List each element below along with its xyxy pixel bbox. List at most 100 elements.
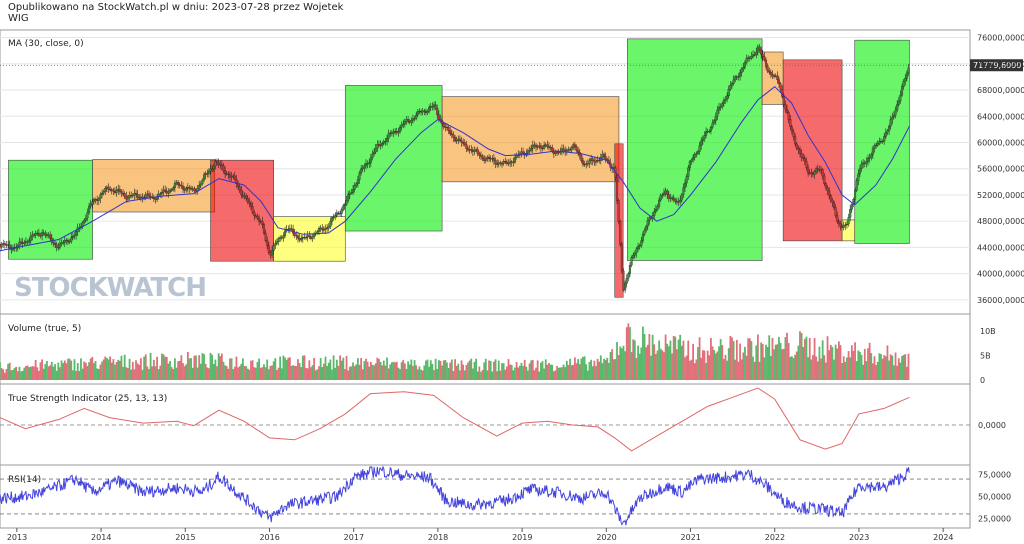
volume-bar	[374, 363, 377, 380]
candle-up	[316, 231, 319, 234]
candle-up	[873, 145, 876, 149]
volume-bar	[624, 351, 627, 380]
volume-bar	[340, 360, 343, 380]
candle-down	[326, 227, 329, 229]
candle-up	[342, 205, 345, 210]
candle-up	[327, 226, 330, 229]
candle-up	[844, 224, 847, 226]
volume-bar	[627, 323, 630, 380]
volume-bar	[280, 368, 283, 380]
candle-up	[473, 149, 476, 152]
candle-up	[91, 201, 94, 205]
volume-bar	[177, 361, 180, 380]
volume-bar	[567, 364, 570, 380]
volume-bar	[107, 359, 110, 380]
volume-bar	[572, 364, 575, 380]
volume-bar	[143, 356, 146, 380]
volume-bar	[776, 344, 779, 380]
volume-bar	[518, 365, 521, 380]
candle-up	[374, 148, 377, 153]
candle-up	[635, 248, 638, 254]
volume-bar	[881, 358, 884, 380]
candle-up	[653, 211, 656, 216]
candle-down	[308, 235, 311, 237]
volume-bar	[305, 367, 307, 380]
candle-up	[332, 217, 335, 219]
volume-bar	[812, 355, 814, 380]
candle-up	[654, 209, 657, 212]
candle-up	[507, 163, 510, 165]
candle-up	[878, 141, 881, 144]
volume-bar	[115, 362, 118, 380]
volume-bar	[603, 358, 605, 380]
candle-down	[164, 189, 167, 192]
volume-bar	[65, 363, 68, 380]
candle-down	[666, 190, 669, 195]
candle-up	[57, 247, 60, 249]
tsi-line	[0, 387, 970, 452]
volume-bar	[710, 338, 712, 380]
candle-down	[450, 133, 453, 135]
volume-bar	[716, 351, 719, 380]
volume-bar	[10, 370, 13, 380]
candle-down	[797, 148, 800, 150]
volume-bar	[648, 334, 651, 380]
candle-down	[504, 161, 507, 163]
volume-bar	[459, 370, 461, 380]
volume-bar	[450, 359, 453, 380]
candle-up	[305, 237, 308, 239]
volume-bar	[28, 367, 31, 380]
candle-up	[512, 161, 515, 163]
candle-up	[41, 232, 44, 237]
candle-up	[160, 192, 163, 194]
volume-bar	[224, 365, 227, 380]
candle-down	[763, 56, 766, 61]
volume-bar	[316, 369, 319, 380]
candle-up	[209, 168, 212, 172]
candle-down	[541, 147, 544, 150]
candle-up	[381, 143, 384, 146]
candle-up	[400, 124, 403, 128]
volume-bar	[55, 370, 58, 380]
volume-bar	[334, 367, 337, 380]
candle-down	[816, 168, 819, 170]
volume-bar	[59, 367, 61, 380]
volume-bar	[26, 365, 29, 380]
volume-bar	[420, 369, 422, 380]
candle-up	[703, 135, 706, 140]
candle-down	[488, 156, 491, 159]
volume-bar	[841, 363, 844, 380]
rsi-tick-label: 50,0000	[978, 493, 1011, 502]
candle-up	[687, 167, 690, 177]
volume-bar	[672, 335, 675, 380]
candle-up	[719, 106, 722, 108]
volume-bar	[781, 349, 784, 380]
candle-down	[784, 104, 787, 110]
volume-bar	[211, 354, 214, 380]
candle-up	[348, 192, 351, 195]
candle-down	[674, 199, 677, 202]
volume-bar	[467, 362, 469, 380]
volume-bar	[760, 342, 763, 380]
volume-bar	[612, 359, 615, 380]
candle-up	[705, 131, 708, 136]
candle-up	[899, 94, 902, 102]
volume-bar	[867, 348, 869, 380]
volume-bar	[645, 347, 648, 380]
volume-bar	[446, 362, 448, 380]
price-tick-label: 76000,0000	[977, 34, 1024, 43]
volume-bar	[382, 360, 385, 380]
volume-bar	[539, 362, 542, 380]
volume-bar	[170, 367, 173, 380]
candle-down	[3, 243, 6, 246]
candle-up	[755, 51, 758, 56]
volume-bar	[651, 334, 654, 380]
candle-up	[431, 106, 434, 108]
candle-up	[628, 265, 632, 274]
candle-up	[860, 163, 863, 169]
candle-down	[458, 138, 461, 141]
candle-up	[170, 189, 173, 191]
candle-down	[546, 144, 549, 147]
candle-down	[246, 198, 249, 203]
volume-bar	[769, 355, 772, 380]
